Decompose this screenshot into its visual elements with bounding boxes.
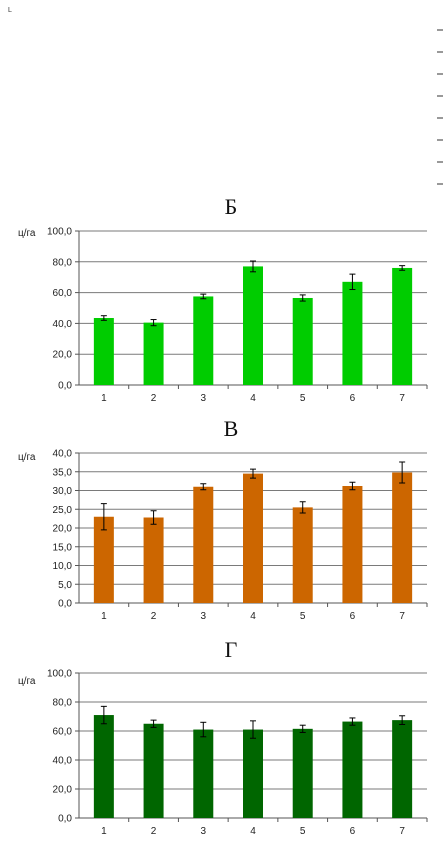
y-tick-label: 35,0: [53, 467, 73, 478]
bar: [193, 296, 214, 385]
bar: [292, 297, 313, 385]
x-tick-label: 5: [300, 611, 306, 622]
x-tick-label: 2: [151, 826, 157, 837]
bar: [193, 486, 214, 603]
x-tick-label: 3: [201, 393, 207, 404]
bar: [243, 729, 263, 818]
bar: [392, 720, 413, 818]
y-tick-label: 40,0: [53, 756, 73, 767]
bar: [93, 516, 114, 603]
x-tick-label: 5: [300, 826, 306, 837]
chart-b: Бц/га 0,0 20,0 40,0 60,0 80,0 100,0 1 2 3 4 5 6 7: [18, 194, 428, 404]
bar: [292, 507, 313, 603]
bar: [243, 266, 263, 385]
x-tick-label: 1: [101, 611, 107, 622]
chart-title: Б: [225, 194, 238, 219]
bar: [342, 721, 363, 818]
y-tick-label: 5,0: [58, 580, 72, 591]
bar: [93, 318, 114, 385]
y-tick-label: 100,0: [47, 669, 72, 680]
chart-g: Гц/га 0,0 20,0 40,0 60,0 80,0 100,0 1 2 3 4 5 6 7: [18, 637, 428, 837]
chart-title: В: [224, 416, 239, 441]
y-tick-label: 0,0: [58, 599, 72, 610]
x-tick-label: 2: [151, 393, 157, 404]
y-tick-label: 40,0: [53, 449, 73, 460]
bar: [392, 267, 413, 385]
y-tick-label: 40,0: [53, 319, 73, 330]
y-tick-label: 20,0: [53, 350, 73, 361]
bar: [143, 322, 164, 385]
chart-v: Вц/га 0,0 5,0 10,0 15,0 20,0 25,0 30,0 35,0 40,0 1…: [18, 416, 428, 622]
y-tick-label: 15,0: [53, 542, 73, 553]
x-tick-label: 5: [300, 393, 306, 404]
corner-mark: L: [8, 7, 12, 14]
y-tick-label: 80,0: [53, 698, 73, 709]
bar: [243, 473, 263, 603]
bar: [93, 715, 114, 818]
y-tick-label: 0,0: [58, 381, 72, 392]
x-tick-label: 4: [250, 826, 256, 837]
x-tick-label: 7: [399, 393, 405, 404]
y-tick-label: 20,0: [53, 524, 73, 535]
x-tick-label: 6: [350, 393, 356, 404]
x-tick-label: 7: [399, 611, 405, 622]
x-tick-label: 7: [399, 826, 405, 837]
y-tick-label: 80,0: [53, 257, 73, 268]
y-tick-label: 20,0: [53, 785, 73, 796]
bar: [392, 472, 413, 603]
y-tick-label: 10,0: [53, 561, 73, 572]
bar: [193, 729, 214, 818]
bar: [143, 517, 164, 603]
y-axis-unit: ц/га: [18, 452, 36, 463]
bar: [342, 486, 363, 603]
x-tick-label: 3: [201, 611, 207, 622]
y-axis-unit: ц/га: [18, 676, 36, 687]
y-tick-label: 60,0: [53, 288, 73, 299]
chart-title: Г: [225, 637, 238, 662]
y-tick-label: 30,0: [53, 486, 73, 497]
y-axis-unit: ц/га: [18, 228, 36, 239]
y-tick-label: 0,0: [58, 814, 72, 825]
bar: [292, 728, 313, 818]
x-tick-label: 2: [151, 611, 157, 622]
bar: [342, 281, 363, 385]
x-tick-label: 4: [250, 611, 256, 622]
x-tick-label: 6: [350, 611, 356, 622]
x-tick-label: 1: [101, 393, 107, 404]
x-tick-label: 6: [350, 826, 356, 837]
x-tick-label: 4: [250, 393, 256, 404]
x-tick-label: 1: [101, 826, 107, 837]
y-tick-label: 100,0: [47, 227, 72, 238]
top-edge-ticks: [437, 29, 443, 185]
y-tick-label: 60,0: [53, 727, 73, 738]
bar: [143, 723, 164, 818]
x-tick-label: 3: [201, 826, 207, 837]
y-tick-label: 25,0: [53, 505, 73, 516]
